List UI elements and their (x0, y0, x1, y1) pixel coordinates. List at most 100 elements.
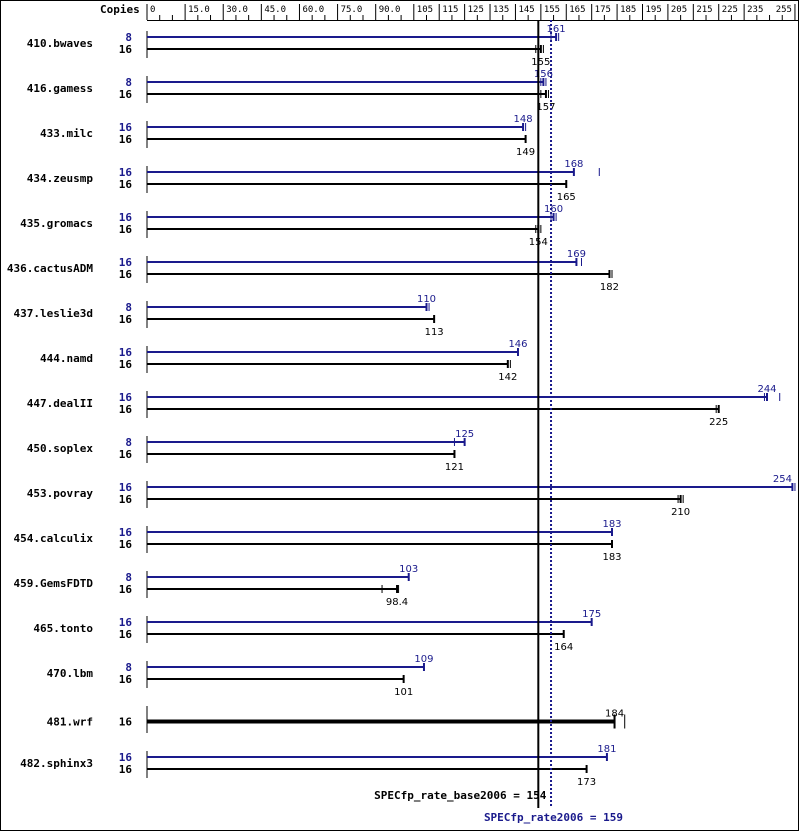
peak-copies: 16 (119, 166, 133, 179)
base-copies: 16 (119, 493, 133, 506)
peak-copies: 8 (125, 436, 132, 449)
x-tick-label: 30.0 (226, 5, 248, 15)
peak-copies: 16 (119, 346, 133, 359)
peak-value-label: 160 (544, 204, 563, 215)
peak-copies: 8 (125, 31, 132, 44)
base-value-label: 225 (709, 417, 728, 428)
benchmark-row: 444.namd 16 146 16 142 (40, 339, 528, 383)
reference-lines: SPECfp_rate_base2006 = 154 SPECfp_rate200… (374, 20, 623, 824)
peak-copies: 16 (119, 616, 133, 629)
x-tick-label: 135 (493, 5, 509, 15)
peak-copies: 16 (119, 391, 133, 404)
x-tick-label: 115 (442, 5, 458, 15)
base-value-label: 164 (554, 642, 573, 653)
base-value-label: 157 (536, 102, 555, 113)
base-value-label: 155 (531, 57, 550, 68)
benchmark-row: 410.bwaves 8 161 16 155 (27, 24, 566, 68)
x-tick-label: 235 (747, 5, 763, 15)
base-value-label: 183 (602, 552, 621, 563)
peak-value-label: 125 (455, 429, 474, 440)
base-value-label: 182 (600, 282, 619, 293)
benchmark-row: 482.sphinx3 16 181 16 173 (20, 744, 616, 788)
x-tick-label: 205 (671, 5, 687, 15)
base-value-label: 142 (498, 372, 517, 383)
peak-summary-label: SPECfp_rate2006 = 159 (484, 811, 623, 824)
peak-copies: 16 (119, 751, 133, 764)
benchmark-row: 416.gamess 8 156 16 157 (27, 69, 556, 113)
benchmark-name: 437.leslie3d (14, 307, 93, 320)
base-copies: 16 (119, 358, 133, 371)
base-value-label: 149 (516, 147, 535, 158)
x-tick-label: 175 (595, 5, 611, 15)
base-value-label: 165 (557, 192, 576, 203)
peak-value-label: 181 (597, 744, 616, 755)
base-copies: 16 (119, 268, 133, 281)
x-tick-label: 255 (776, 5, 792, 15)
x-tick-label: 185 (620, 5, 636, 15)
base-copies: 16 (119, 538, 133, 551)
peak-value-label: 168 (564, 159, 583, 170)
x-tick-label: 215 (696, 5, 712, 15)
peak-value-label: 161 (547, 24, 566, 35)
benchmark-name: 416.gamess (27, 82, 93, 95)
benchmark-name: 454.calculix (14, 532, 94, 545)
peak-value-label: 103 (399, 564, 418, 575)
benchmark-row: 435.gromacs1616016154 (20, 204, 563, 248)
peak-copies: 16 (119, 256, 133, 269)
peak-value-label: 110 (417, 294, 436, 305)
base-copies: 16 (119, 133, 133, 146)
peak-copies: 16 (119, 121, 133, 134)
base-copies: 16 (119, 583, 133, 596)
base-copies: 16 (119, 763, 133, 776)
benchmark-row: 459.GemsFDTD 8 103 16 98.4 (14, 564, 419, 608)
x-tick-label: 155 (544, 5, 560, 15)
benchmark-name: 436.cactusADM (7, 262, 93, 275)
x-tick-label: 165 (569, 5, 585, 15)
peak-value-label: 183 (602, 519, 621, 530)
benchmark-name: 482.sphinx3 (20, 757, 93, 770)
peak-value-label: 244 (757, 384, 776, 395)
benchmark-row: 433.milc 16 148 16 149 (40, 114, 535, 158)
benchmark-row: 450.soplex 8 125 16 121 (27, 429, 474, 473)
base-copies: 16 (119, 673, 133, 686)
base-value-label: 121 (445, 462, 464, 473)
benchmark-name: 450.soplex (27, 442, 94, 455)
benchmark-name: 433.milc (40, 127, 93, 140)
benchmark-name: 435.gromacs (20, 217, 93, 230)
x-tick-label: 75.0 (341, 5, 363, 15)
benchmark-name: 447.dealII (27, 397, 93, 410)
base-value-label: 184 (605, 709, 624, 720)
x-tick-label: 225 (722, 5, 738, 15)
peak-value-label: 254 (773, 474, 792, 485)
peak-copies: 16 (119, 481, 133, 494)
peak-value-label: 169 (567, 249, 586, 260)
peak-copies: 16 (119, 211, 133, 224)
base-copies: 16 (119, 88, 133, 101)
x-axis-ticks: 0 15.0 30.0 45.0 60.0 75.0 90.0 105 115 125 135 145… (146, 4, 796, 20)
base-value-label: 210 (671, 507, 690, 518)
x-tick-label: 145 (518, 5, 534, 15)
base-copies: 16 (119, 313, 133, 326)
x-tick-label: 105 (417, 5, 433, 15)
x-tick-label: 60.0 (302, 5, 324, 15)
base-value-label: 173 (577, 777, 596, 788)
benchmark-name: 459.GemsFDTD (14, 577, 94, 590)
benchmark-row: 437.leslie3d 8 110 16 113 (14, 294, 444, 338)
benchmark-name: 465.tonto (33, 622, 93, 635)
benchmark-row: 434.zeusmp 16 168 16 165 (27, 159, 600, 203)
x-tick-label: 15.0 (188, 5, 210, 15)
base-value-label: 113 (425, 327, 444, 338)
base-copies: 16 (119, 223, 133, 236)
benchmark-row: 481.wrf 16 184 (47, 706, 626, 733)
base-copies: 16 (119, 178, 133, 191)
benchmark-name: 481.wrf (47, 716, 93, 729)
peak-value-label: 148 (514, 114, 533, 125)
benchmark-row: 453.povray 16 254 16 210 (27, 474, 796, 518)
peak-copies: 8 (125, 661, 132, 674)
peak-value-label: 146 (508, 339, 527, 350)
x-tick-label: 125 (468, 5, 484, 15)
base-summary-label: SPECfp_rate_base2006 = 154 (374, 789, 547, 802)
base-copies: 16 (119, 628, 133, 641)
benchmark-name: 470.lbm (47, 667, 94, 680)
